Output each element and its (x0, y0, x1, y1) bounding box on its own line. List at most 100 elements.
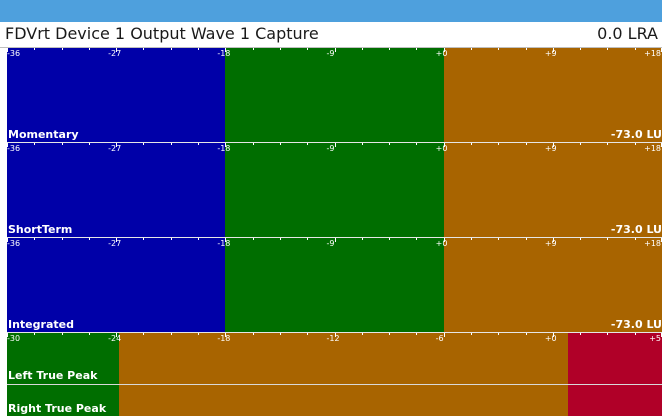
scale-tick-mark (635, 143, 636, 145)
scale-tick-label: +5 (649, 334, 661, 343)
loudness-meters-panel: -36 -27 -18 -9 +0 +9 +18 Momentary -73.0 LU -36 -2… (7, 48, 662, 416)
scale-tick-label: +0 (435, 49, 448, 58)
meter-label: Integrated (8, 318, 74, 331)
scale-tick-mark (62, 333, 63, 335)
scale-tick-mark (143, 238, 144, 240)
scale-tick-label: -18 (217, 334, 231, 343)
window-top-strip (0, 0, 662, 22)
scale-tick-mark (607, 48, 608, 50)
scale-tick-mark (416, 333, 417, 335)
window-title: FDVrt Device 1 Output Wave 1 Capture (5, 24, 319, 43)
scale-tick-label: +0 (435, 144, 448, 153)
meter-shortterm: -36 -27 -18 -9 +0 +9 +18 ShortTerm -73.0 LU (7, 143, 662, 237)
scale-tick-label: -6 (435, 334, 444, 343)
scale-tick-mark (171, 238, 172, 240)
scale-tick-mark (116, 238, 117, 242)
meter-segment-low (7, 143, 225, 237)
scale-tick-mark (7, 238, 8, 242)
scale-tick-mark (498, 333, 499, 335)
scale-tick-mark (198, 238, 199, 240)
meter-label: Momentary (8, 128, 79, 141)
scale-tick-mark (307, 48, 308, 50)
scale-tick-mark (526, 48, 527, 50)
scale-tick-mark (416, 143, 417, 145)
meter-segment-high (119, 333, 568, 416)
scale-tick-mark (580, 143, 581, 145)
scale-tick-mark (89, 238, 90, 240)
scale-tick-mark (471, 333, 472, 335)
scale-tick-mark (62, 143, 63, 145)
meter-segment-mid (225, 143, 444, 237)
scale-tick-mark (498, 238, 499, 240)
scale-tick-mark (553, 333, 554, 337)
scale-tick-mark (335, 143, 336, 147)
true-peak-label-right: Right True Peak (8, 402, 107, 415)
scale-tick-mark (444, 333, 445, 337)
meter-segment-low (7, 238, 225, 332)
scale-tick-mark (635, 48, 636, 50)
scale-tick-label: +18 (644, 239, 661, 248)
scale-tick-mark (116, 333, 117, 337)
scale-tick-mark (362, 48, 363, 50)
scale-tick-mark (89, 333, 90, 335)
scale-tick-mark (389, 333, 390, 335)
scale-tick-mark (89, 143, 90, 145)
scale-tick-mark (553, 48, 554, 52)
scale-tick-mark (526, 143, 527, 145)
scale-tick-mark (143, 333, 144, 335)
meter-segment-high (444, 143, 662, 237)
scale-tick-label: -12 (326, 334, 340, 343)
scale-tick-mark (253, 48, 254, 50)
meter-segment-high (444, 238, 662, 332)
scale-tick-mark (253, 143, 254, 145)
scale-tick-label: +9 (544, 49, 557, 58)
scale-tick-mark (389, 238, 390, 240)
scale-tick-mark (34, 238, 35, 240)
scale-tick-mark (225, 48, 226, 52)
scale-tick-mark (362, 238, 363, 240)
scale-tick-label: +9 (544, 239, 557, 248)
meter-segment-peak (568, 333, 662, 416)
scale-tick-mark (171, 143, 172, 145)
meter-label: ShortTerm (8, 223, 73, 236)
scale-tick-mark (526, 238, 527, 240)
scale-tick-mark (362, 143, 363, 145)
scale-tick-mark (416, 238, 417, 240)
scale-tick-mark (225, 238, 226, 242)
scale-tick-mark (198, 48, 199, 50)
scale-tick-mark (198, 143, 199, 145)
scale-tick-mark (635, 238, 636, 240)
scale-tick-mark (307, 238, 308, 240)
meter-segment-low (7, 48, 225, 142)
scale-tick-label: -18 (217, 49, 231, 58)
scale-tick-mark (471, 238, 472, 240)
meter-momentary: -36 -27 -18 -9 +0 +9 +18 Momentary -73.0 LU (7, 48, 662, 142)
scale-tick-mark (253, 238, 254, 240)
scale-tick-mark (280, 238, 281, 240)
lra-readout: 0.0 LRA (597, 24, 658, 43)
scale-tick-mark (498, 48, 499, 50)
meter-header: FDVrt Device 1 Output Wave 1 Capture 0.0… (0, 22, 662, 48)
scale-tick-label: +9 (544, 144, 557, 153)
scale-tick-mark (34, 143, 35, 145)
meter-segment-high (444, 48, 662, 142)
scale-tick-mark (34, 333, 35, 335)
meter-segment-mid (225, 238, 444, 332)
scale-tick-mark (580, 238, 581, 240)
scale-tick-mark (116, 143, 117, 147)
scale-tick-label: +18 (644, 49, 661, 58)
scale-tick-label: -24 (108, 334, 122, 343)
meter-separator (7, 237, 662, 238)
scale-tick-mark (280, 143, 281, 145)
meter-separator (7, 332, 662, 333)
scale-tick-mark (444, 238, 445, 242)
scale-tick-mark (253, 333, 254, 335)
scale-tick-mark (62, 48, 63, 50)
true-peak-channel-divider (7, 384, 662, 385)
scale-tick-label: +0 (435, 239, 448, 248)
meter-separator (7, 142, 662, 143)
scale-tick-mark (471, 143, 472, 145)
scale-tick-mark (171, 333, 172, 335)
scale-tick-mark (607, 238, 608, 240)
scale-tick-mark (225, 333, 226, 337)
